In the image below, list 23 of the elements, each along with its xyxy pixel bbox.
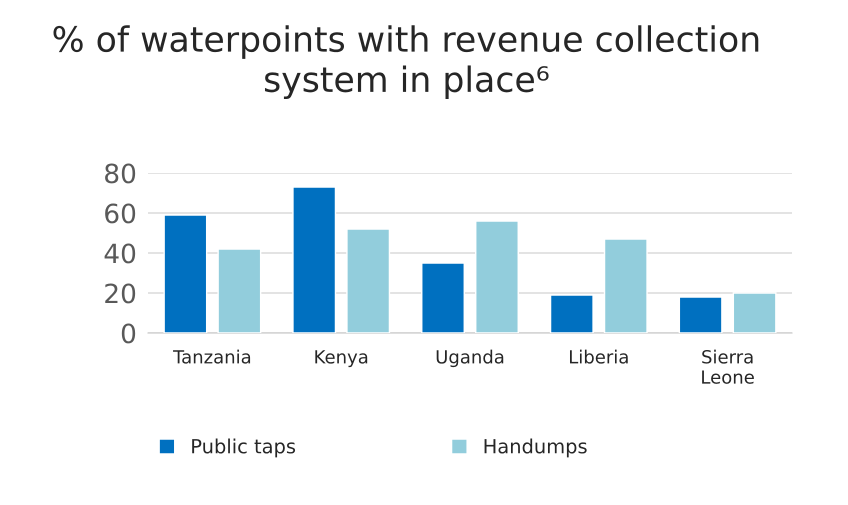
bar — [163, 214, 208, 333]
y-tick-label: 80 — [105, 163, 136, 184]
x-tick-label: Sierra Leone — [702, 350, 754, 384]
x-tick-label: Kenya — [315, 350, 368, 368]
bar — [678, 296, 723, 333]
bar — [475, 220, 519, 333]
legend-label: Public taps — [192, 438, 296, 458]
legend-label: Handumps — [484, 438, 587, 458]
bar — [604, 238, 648, 333]
bar — [421, 262, 465, 333]
y-tick-label: 20 — [105, 283, 136, 304]
bar — [217, 248, 262, 333]
y-tick-label: 40 — [104, 243, 136, 264]
y-tick-label: 60 — [105, 203, 136, 224]
y-tick-label: 0 — [122, 323, 136, 344]
bar — [346, 228, 390, 333]
chart-title: % of waterpoints with revenue collection system in place⁶ — [54, 25, 758, 100]
bar — [732, 292, 777, 333]
x-tick-label: Uganda — [436, 350, 504, 368]
x-tick-label: Tanzania — [173, 350, 250, 364]
bar — [550, 294, 594, 333]
bar — [292, 186, 336, 333]
x-tick-label: Liberia — [570, 350, 628, 364]
